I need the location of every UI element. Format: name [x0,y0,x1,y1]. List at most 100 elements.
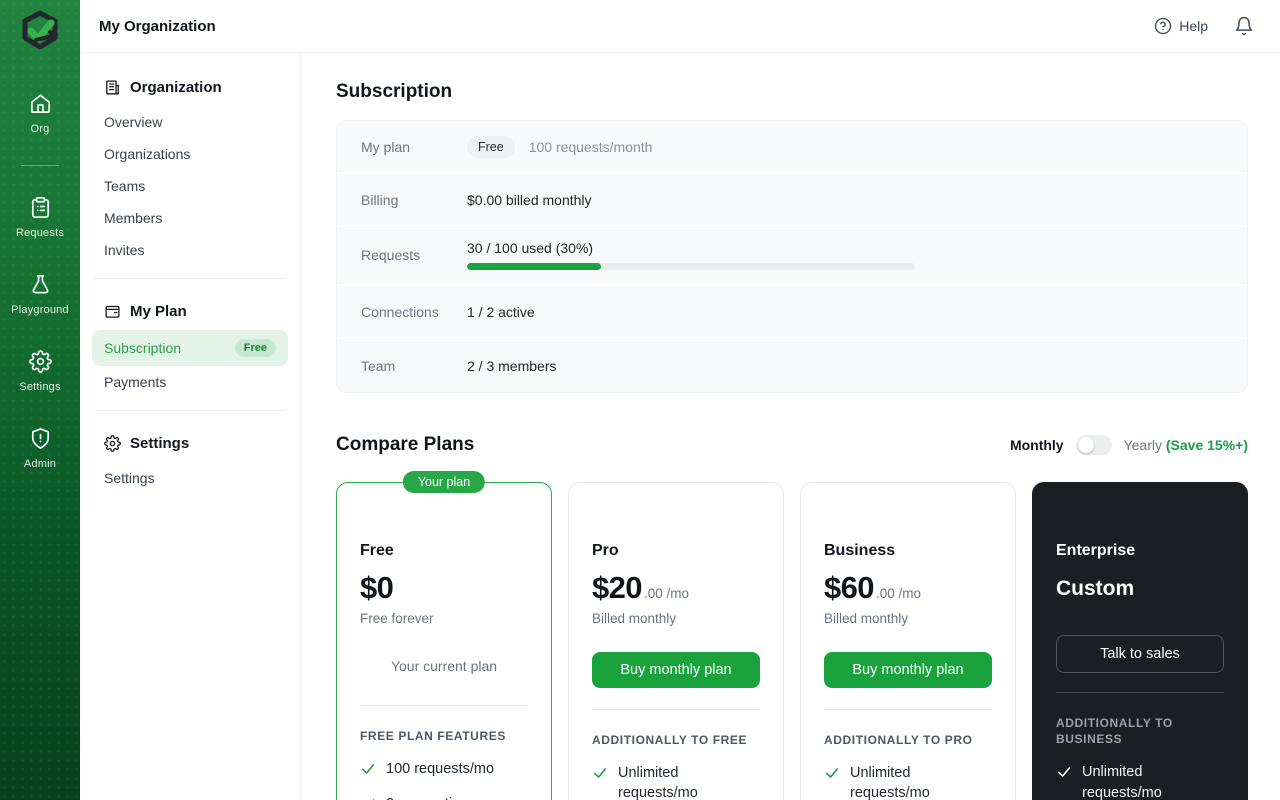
feature-item: 100 requests/mo [360,759,528,779]
table-row-connections: Connections 1 / 2 active [337,286,1247,339]
gear-icon [104,435,121,452]
compare-plans-title: Compare Plans [336,434,475,455]
plan-cards: Your plan Free $0 Free forever Your curr… [336,471,1248,800]
plan-price: $60 [824,570,875,605]
features-heading: FREE PLAN FEATURES [360,729,506,743]
plan-price-suffix: .00 /mo [875,586,921,601]
table-row-requests: Requests 30 / 100 used (30%) [337,227,1247,286]
requests-progress-bar [467,262,915,270]
rail-item-label: Requests [15,227,65,239]
app-logo[interactable] [16,8,64,54]
requests-usage-text: 30 / 100 used (30%) [467,239,594,256]
current-plan-text: Your current plan [390,658,498,674]
clipboard-icon [31,197,49,218]
plan-price-suffix: .00 /mo [643,586,689,601]
rail-item-label: Org [30,123,50,135]
sidebar-item-subscription[interactable]: Subscription Free [92,330,288,366]
sidebar-item-settings[interactable]: Settings [104,470,155,486]
row-label: Billing [361,191,399,208]
table-row-team: Team 2 / 3 members [337,339,1247,392]
bell-icon [1235,16,1253,36]
top-header: My Organization Help [80,0,1280,53]
toggle-knob [1077,437,1094,453]
row-value: 2 / 3 members [467,357,557,374]
feature-item: 2 connections [360,794,528,800]
sidebar-section-organization: Organization [92,67,288,106]
rail-divider [21,165,59,166]
subscription-free-badge: Free [234,339,276,357]
help-circle-icon [1155,17,1172,35]
check-icon [825,768,839,778]
sidebar-item-organizations[interactable]: Organizations [104,146,191,162]
check-icon [372,799,374,800]
plan-card-enterprise: Enterprise Custom Talk to sales ADDITION… [1032,482,1248,800]
help-button[interactable]: Help [1154,17,1208,35]
section-title: Settings [130,435,190,452]
sidebar-item-label: Subscription [104,340,182,356]
sidebar-item-payments[interactable]: Payments [104,374,167,390]
talk-to-sales-button[interactable]: Talk to sales [1056,635,1224,673]
sidebar-item-overview[interactable]: Overview [104,114,163,130]
section-title: Organization [130,79,222,96]
features-heading: ADDITIONALLY TO PRO [824,733,973,747]
rail-item-settings[interactable]: Settings [0,344,80,399]
rail-item-admin[interactable]: Admin [0,421,80,476]
plan-name: Free [360,542,394,559]
sidebar-section-settings: Settings [92,423,288,462]
gear-icon [28,350,52,373]
monthly-label: Monthly [1009,437,1064,453]
feature-item: Unlimited requests/mo [1056,762,1224,800]
plan-card-pro: Pro $20 .00 /mo Billed monthly Buy month… [568,482,784,800]
sidebar-item-teams[interactable]: Teams [104,178,146,194]
row-value: 100 requests/month [528,138,653,155]
row-label: Team [361,357,396,374]
row-value: 1 / 2 active [467,303,535,320]
sidebar: Organization Overview Organizations Team… [80,53,301,800]
requests-progress-fill [467,262,602,270]
rail-item-label: Settings [19,381,61,393]
row-label: My plan [361,138,411,155]
section-title: My Plan [130,303,187,320]
buy-monthly-plan-button[interactable]: Buy monthly plan [592,652,760,688]
feature-item: Unlimited requests/mo [592,763,760,800]
main-content: Subscription My plan Free 100 requests/m… [301,53,1280,800]
yearly-label: Yearly (Save 15%+) [1123,437,1248,453]
page-header-title: My Organization [99,17,216,35]
icon-rail: Org Requests Playground Settings [0,0,80,800]
rail-item-org[interactable]: Org [0,86,80,141]
sidebar-item-invites[interactable]: Invites [104,242,145,258]
plan-billing-note: Billed monthly [592,611,677,626]
help-label: Help [1179,18,1208,34]
rail-item-label: Playground [11,304,69,316]
sidebar-item-members[interactable]: Members [104,210,163,226]
notifications-button[interactable] [1234,16,1254,36]
wallet-icon [105,305,120,318]
table-row-billing: Billing $0.00 billed monthly [337,174,1247,227]
rail-item-playground[interactable]: Playground [0,267,80,322]
card-divider [824,709,992,710]
billing-period-toggle-group: Monthly Yearly (Save 15%+) [1010,435,1248,455]
flask-icon [32,275,48,294]
plan-price: Custom [1056,577,1135,600]
sidebar-section-my-plan: My Plan [92,291,288,330]
sidebar-divider [94,410,286,411]
plan-name: Enterprise [1056,542,1136,559]
check-icon [361,764,375,774]
plan-card-business: Business $60 .00 /mo Billed monthly Buy … [800,482,1016,800]
rail-item-label: Admin [23,458,57,470]
rail-item-requests[interactable]: Requests [0,190,80,245]
plan-card-free: Your plan Free $0 Free forever Your curr… [336,471,552,800]
card-divider [592,709,760,710]
plan-billing-note: Free forever [360,611,434,626]
buy-monthly-plan-button[interactable]: Buy monthly plan [824,652,992,688]
building-icon [106,80,119,95]
card-divider [1056,692,1224,693]
row-label: Connections [361,303,439,320]
save-label: (Save 15%+) [1165,437,1248,453]
plan-price: $0 [360,570,394,605]
header-actions: Help [1154,16,1254,36]
billing-period-toggle[interactable] [1075,435,1112,455]
sidebar-divider [94,278,286,279]
row-label: Requests [361,246,421,263]
check-icon [593,768,607,778]
